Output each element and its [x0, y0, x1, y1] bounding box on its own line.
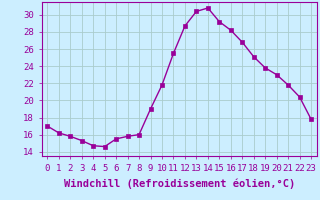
X-axis label: Windchill (Refroidissement éolien,°C): Windchill (Refroidissement éolien,°C) [64, 178, 295, 189]
